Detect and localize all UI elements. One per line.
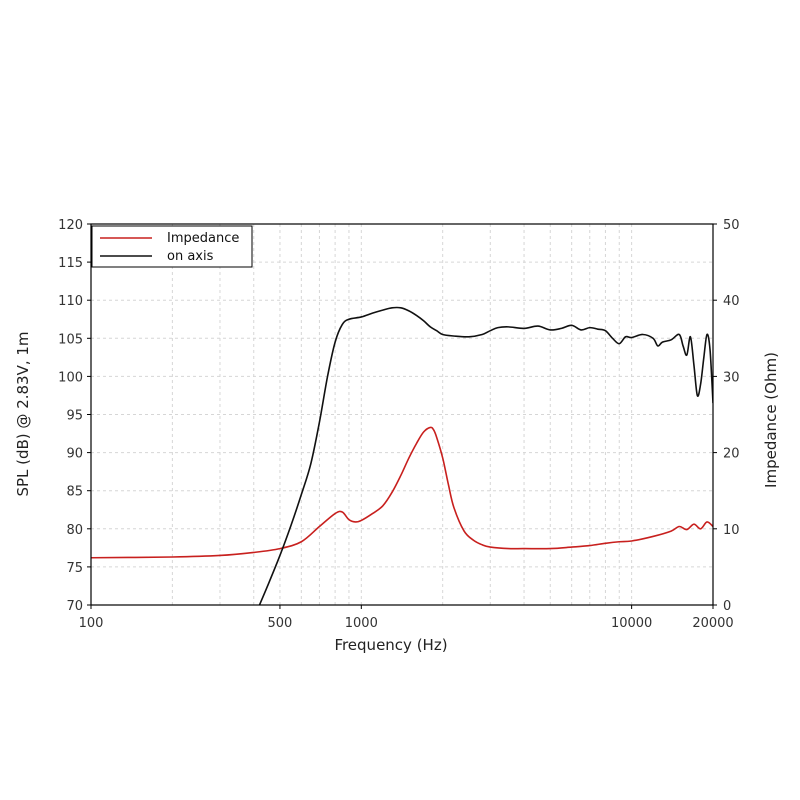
legend-label-on-axis: on axis [167, 249, 214, 264]
x-tick-label: 1000 [345, 616, 378, 631]
y-right-tick-label: 20 [723, 447, 740, 462]
legend-label-impedance: Impedance [167, 231, 239, 246]
x-tick-label: 10000 [611, 616, 652, 631]
y-right-tick-label: 10 [723, 523, 740, 538]
y-left-tick-label: 115 [58, 256, 83, 271]
y-right-tick-label: 50 [723, 218, 740, 233]
y-axis-right-title: Impedance (Ohm) [762, 352, 780, 488]
y-left-tick-label: 110 [58, 294, 83, 309]
y-right-tick-label: 30 [723, 370, 740, 385]
impedance-line [91, 426, 713, 559]
series-layer [91, 306, 713, 605]
x-tick-label: 500 [268, 616, 293, 631]
on-axis-line [258, 306, 713, 605]
y-left-tick-label: 80 [66, 523, 83, 538]
legend-box [91, 225, 253, 268]
y-left-tick-label: 100 [58, 370, 83, 385]
y-left-tick-label: 95 [66, 409, 83, 424]
x-tick-label: 20000 [692, 616, 733, 631]
x-axis-title: Frequency (Hz) [334, 636, 447, 654]
y-right-tick-label: 0 [723, 599, 731, 614]
legend: Impedance on axis [91, 225, 253, 268]
y-axis-left-title: SPL (dB) @ 2.83V, 1m [14, 331, 32, 496]
y-left-tick-label: 70 [66, 599, 83, 614]
tick-labels: 100 500 1000 10000 2000070758085909510010511… [58, 218, 739, 631]
y-left-tick-label: 90 [66, 447, 83, 462]
y-left-tick-label: 105 [58, 332, 83, 347]
y-left-tick-label: 75 [66, 561, 83, 576]
y-left-tick-label: 120 [58, 218, 83, 233]
y-right-tick-label: 40 [723, 294, 740, 309]
x-tick-label: 100 [79, 616, 104, 631]
y-left-tick-label: 85 [66, 485, 83, 500]
